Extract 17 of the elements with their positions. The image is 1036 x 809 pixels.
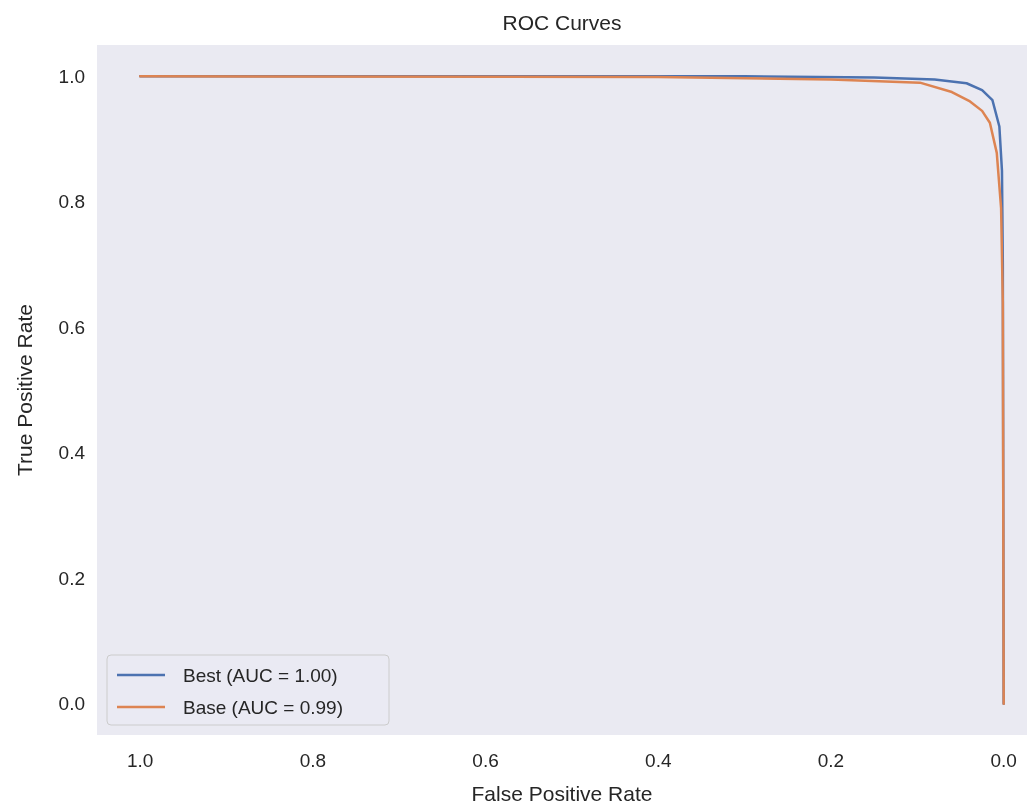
- chart-title: ROC Curves: [502, 11, 622, 34]
- y-tick-label: 0.8: [58, 191, 85, 213]
- y-axis-title: True Positive Rate: [13, 304, 36, 476]
- x-tick-label: 0.4: [645, 750, 672, 771]
- x-axis-title: False Positive Rate: [471, 782, 653, 805]
- x-tick-label: 1.0: [126, 750, 154, 771]
- x-tick-label: 0.8: [299, 750, 327, 771]
- legend-label: Base (AUC = 0.99): [183, 696, 343, 718]
- y-tick-label: 0.4: [58, 442, 86, 464]
- x-tick-label: 0.2: [817, 750, 845, 771]
- legend-label: Best (AUC = 1.00): [183, 664, 338, 686]
- x-tick-label: 0.6: [472, 750, 499, 771]
- y-tick-label: 0.2: [58, 567, 85, 589]
- x-tick-label: 0.0: [990, 750, 1017, 771]
- y-tick-label: 1.0: [58, 66, 85, 88]
- y-tick-label: 0.0: [58, 693, 85, 715]
- y-tick-label: 0.6: [58, 316, 85, 338]
